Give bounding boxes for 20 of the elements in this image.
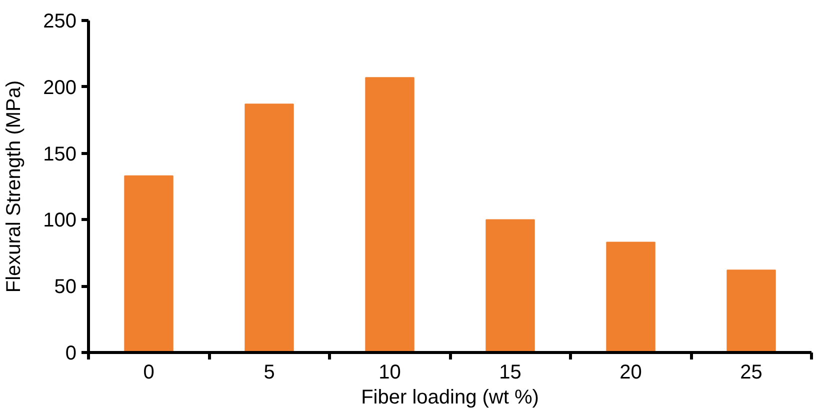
x-tick-label: 0 (143, 362, 154, 384)
x-tick-label: 25 (740, 362, 762, 384)
bar (365, 77, 414, 352)
bar (486, 219, 535, 352)
y-axis-title: Flexural Strength (MPa) (3, 80, 26, 293)
bar (124, 175, 174, 352)
bar (244, 104, 294, 352)
y-tick-label: 0 (65, 342, 76, 364)
x-tick-label: 15 (499, 362, 522, 384)
x-tick-label: 20 (620, 362, 642, 384)
y-tick-label: 200 (43, 76, 77, 99)
x-tick-label: 5 (264, 362, 275, 384)
y-tick-label: 50 (54, 276, 77, 298)
y-tick-label: 250 (43, 10, 77, 32)
y-tick-label: 100 (43, 210, 77, 232)
x-tick-label: 10 (378, 362, 401, 384)
bar (726, 270, 776, 352)
y-tick-label: 150 (43, 143, 77, 166)
bar (606, 242, 656, 352)
x-axis-title: Fiber loading (wt %) (361, 386, 539, 408)
